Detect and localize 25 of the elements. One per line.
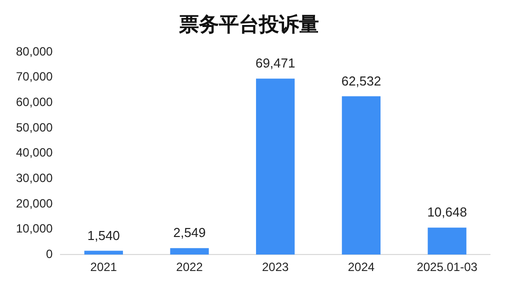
- chart-title: 票务平台投诉量: [178, 12, 319, 36]
- bar: [342, 96, 381, 255]
- data-label: 69,471: [255, 56, 296, 71]
- x-tick-label: 2022: [176, 260, 204, 274]
- y-tick-label: 20,000: [16, 196, 54, 210]
- x-tick-label: 2021: [90, 260, 118, 274]
- data-label: 1,540: [87, 228, 120, 243]
- bar: [428, 228, 466, 255]
- x-tick-label: 2023: [262, 260, 290, 274]
- data-label: 10,648: [427, 204, 467, 220]
- y-tick-label: 0: [46, 246, 54, 261]
- y-tick-label: 30,000: [16, 170, 54, 185]
- y-tick-label: 40,000: [16, 146, 54, 160]
- y-tick-label: 80,000: [16, 44, 54, 58]
- y-tick-label: 60,000: [16, 94, 54, 109]
- bar: [256, 78, 295, 255]
- x-tick-label: 2025.01-03: [416, 260, 478, 274]
- y-tick-label: 10,000: [16, 222, 54, 236]
- y-tick-label: 50,000: [16, 120, 54, 134]
- data-label: 2,549: [173, 225, 206, 240]
- data-label: 62,532: [341, 73, 382, 88]
- bar: [170, 248, 209, 255]
- bar: [84, 250, 123, 255]
- x-tick-label: 2024: [348, 260, 375, 274]
- y-tick-label: 70,000: [16, 70, 54, 84]
